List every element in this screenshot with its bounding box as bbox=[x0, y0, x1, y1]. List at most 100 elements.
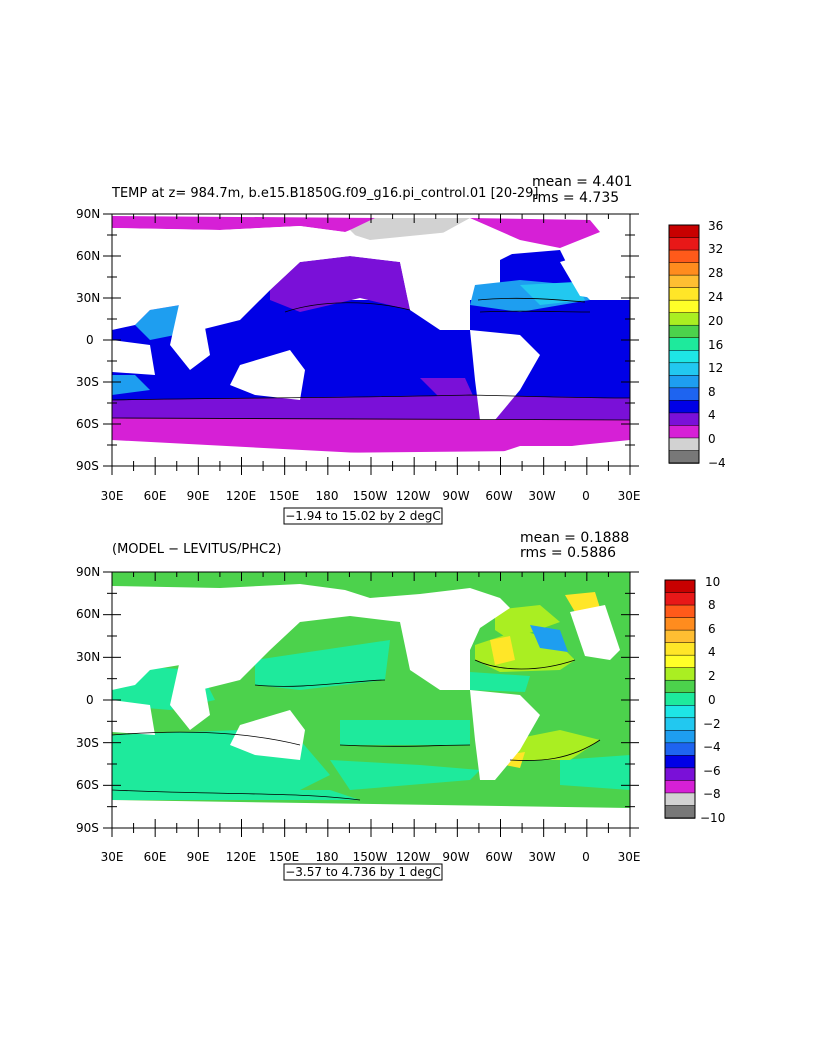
colorbar-swatch bbox=[668, 400, 700, 414]
colorbar-swatch bbox=[664, 767, 696, 782]
colorbar-swatch bbox=[664, 755, 696, 769]
top-colorbar-label: 36 bbox=[708, 219, 723, 233]
bottom-lat-label: 60N bbox=[76, 607, 100, 621]
bottom-lat-label: 0 bbox=[86, 693, 94, 707]
colorbar-swatch bbox=[664, 617, 696, 631]
bottom-lon-label: 90E bbox=[187, 850, 210, 864]
top-lat-label: 30N bbox=[76, 291, 100, 305]
top-lon-label: 120W bbox=[396, 489, 431, 503]
top-lat-label: 30S bbox=[76, 375, 99, 389]
top-rms-label: rms = 4.735 bbox=[532, 190, 619, 206]
bottom-colorbar-label: 0 bbox=[708, 693, 716, 707]
top-colorbar: 36 32 28 24 20 16 12 8 4 0 −4 bbox=[668, 219, 726, 470]
bottom-lat-label: 30N bbox=[76, 650, 100, 664]
colorbar-swatch bbox=[664, 629, 696, 644]
bottom-contour-info-box bbox=[283, 863, 443, 881]
bottom-colorbar: 10 8 6 4 2 0 −2 −4 −6 −8 −10 bbox=[664, 575, 725, 825]
bottom-lat-label: 30S bbox=[76, 736, 99, 750]
colorbar-swatch bbox=[668, 387, 700, 402]
colorbar-swatch bbox=[664, 604, 696, 619]
bottom-lat-labels: 90N 60N 30N 0 30S 60S 90S bbox=[76, 565, 100, 835]
bottom-map-ticks bbox=[103, 571, 639, 837]
bottom-colorbar-label: −10 bbox=[700, 811, 725, 825]
bottom-colorbar-label: 6 bbox=[708, 622, 716, 636]
top-contour-info: −1.94 to 15.02 by 2 degC bbox=[285, 509, 441, 523]
colorbar-swatch bbox=[664, 730, 696, 744]
colorbar-swatch bbox=[664, 742, 696, 757]
bottom-mean-label: mean = 0.1888 bbox=[520, 530, 629, 546]
top-lat-label: 60N bbox=[76, 249, 100, 263]
top-colorbar-label: −4 bbox=[708, 456, 726, 470]
colorbar-swatch bbox=[668, 437, 700, 452]
top-lon-label: 120E bbox=[226, 489, 257, 503]
colorbar-swatch bbox=[664, 705, 696, 719]
bottom-map-panel: mean = 0.1888 rms = 0.5886 (MODEL − LEVI… bbox=[76, 530, 725, 881]
top-colorbar-label: 0 bbox=[708, 432, 716, 446]
bottom-lon-label: 150W bbox=[353, 850, 388, 864]
bottom-lat-label: 90N bbox=[76, 565, 100, 579]
top-lon-labels: 30E 60E 90E 120E 150E 180 150W 120W 90W … bbox=[101, 489, 641, 503]
top-lat-label: 60S bbox=[76, 417, 99, 431]
top-lon-label: 150W bbox=[353, 489, 388, 503]
colorbar-swatch bbox=[668, 350, 700, 364]
top-lat-label: 0 bbox=[86, 333, 94, 347]
colorbar-swatch bbox=[664, 667, 696, 681]
colorbar-swatch bbox=[668, 249, 700, 264]
bottom-lon-label: 30W bbox=[528, 850, 555, 864]
bottom-colorbar-label: −8 bbox=[703, 787, 721, 801]
bottom-colorbar-label: 4 bbox=[708, 645, 716, 659]
bottom-lon-label: 120E bbox=[226, 850, 257, 864]
bottom-lon-label: 90W bbox=[442, 850, 469, 864]
bottom-contour-info: −3.57 to 4.736 by 1 degC bbox=[285, 865, 441, 879]
colorbar-swatch bbox=[664, 780, 696, 794]
top-lat-labels: 90N 60N 30N 0 30S 60S 90S bbox=[76, 207, 100, 473]
colorbar-swatch bbox=[664, 654, 696, 669]
top-title: TEMP at z= 984.7m, b.e15.B1850G.f09_g16.… bbox=[111, 186, 539, 201]
bottom-rms-label: rms = 0.5886 bbox=[520, 545, 616, 561]
top-map-panel: mean = 4.401 rms = 4.735 TEMP at z= 984.… bbox=[76, 174, 726, 525]
colorbar-swatch bbox=[668, 450, 700, 464]
bottom-colorbar-label: 10 bbox=[705, 575, 720, 589]
top-lon-label: 90E bbox=[187, 489, 210, 503]
top-lon-label: 60W bbox=[485, 489, 512, 503]
top-lon-label: 0 bbox=[582, 489, 590, 503]
top-colorbar-label: 24 bbox=[708, 290, 723, 304]
top-lat-label: 90S bbox=[76, 459, 99, 473]
colorbar-swatch bbox=[668, 224, 700, 239]
top-mean-label: mean = 4.401 bbox=[532, 174, 632, 190]
bottom-title: (MODEL − LEVITUS/PHC2) bbox=[112, 542, 281, 557]
colorbar-swatch bbox=[668, 337, 700, 352]
bottom-lon-label: 150E bbox=[269, 850, 300, 864]
bottom-lon-label: 0 bbox=[582, 850, 590, 864]
bottom-colorbar-label: 8 bbox=[708, 598, 716, 612]
colorbar-swatch bbox=[664, 592, 696, 606]
top-colorbar-label: 12 bbox=[708, 361, 723, 375]
bottom-colorbar-label: −6 bbox=[703, 764, 721, 778]
top-colorbar-label: 20 bbox=[708, 314, 723, 328]
top-colorbar-label: 16 bbox=[708, 338, 723, 352]
colorbar-swatch bbox=[664, 692, 696, 707]
top-contour-info-box bbox=[283, 507, 443, 525]
colorbar-swatch bbox=[664, 805, 696, 819]
colorbar-swatch bbox=[664, 579, 696, 594]
bottom-lon-label: 60W bbox=[485, 850, 512, 864]
colorbar-swatch bbox=[664, 792, 696, 807]
bottom-lat-label: 60S bbox=[76, 778, 99, 792]
colorbar-swatch bbox=[668, 312, 700, 326]
bottom-lon-label: 120W bbox=[396, 850, 431, 864]
colorbar-swatch bbox=[668, 274, 700, 289]
top-colorbar-label: 4 bbox=[708, 408, 716, 422]
colorbar-swatch bbox=[664, 642, 696, 656]
colorbar-swatch bbox=[668, 299, 700, 314]
top-lon-label: 180 bbox=[316, 489, 339, 503]
top-colorbar-label: 32 bbox=[708, 242, 723, 256]
bottom-colorbar-label: −2 bbox=[703, 717, 721, 731]
top-map-field bbox=[112, 216, 630, 466]
top-colorbar-label: 28 bbox=[708, 266, 723, 280]
top-lon-label: 150E bbox=[269, 489, 300, 503]
bottom-lon-label: 30E bbox=[101, 850, 124, 864]
bottom-lon-label: 60E bbox=[144, 850, 167, 864]
top-lon-label: 30W bbox=[528, 489, 555, 503]
colorbar-swatch bbox=[664, 717, 696, 732]
